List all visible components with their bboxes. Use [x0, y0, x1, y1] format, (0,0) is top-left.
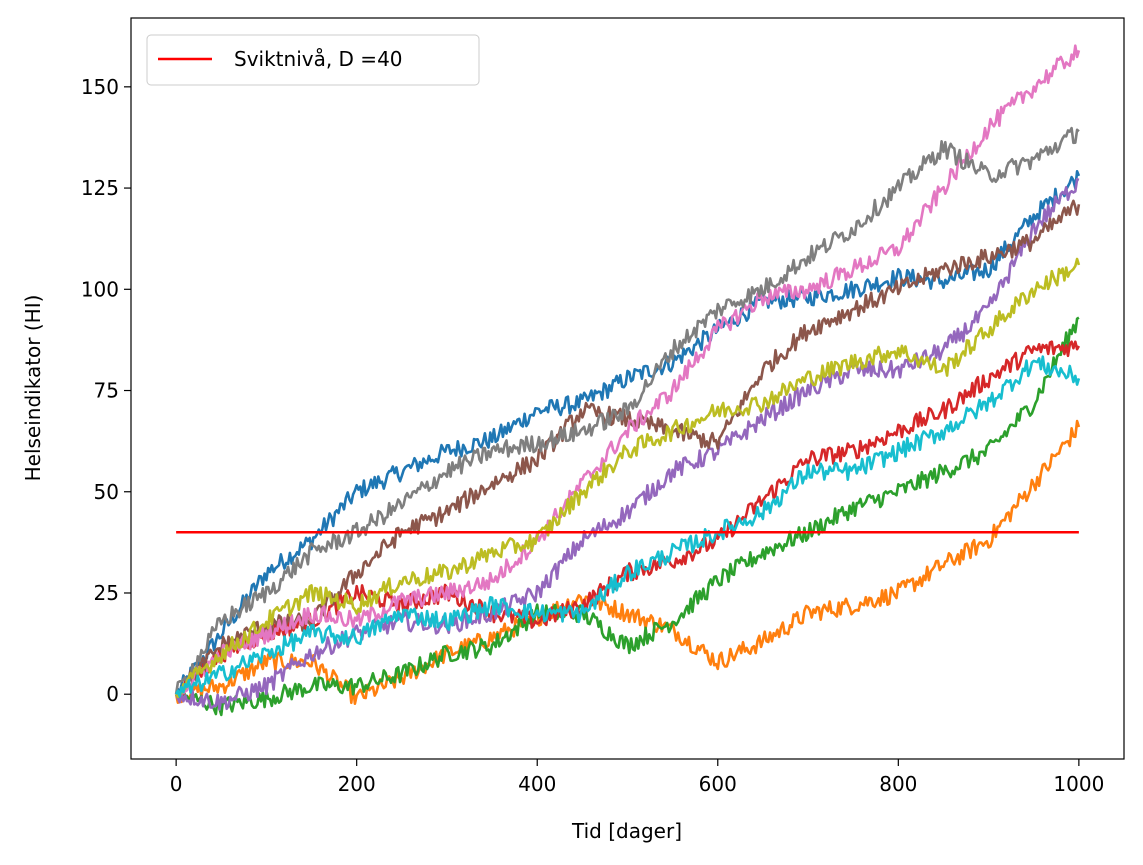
y-tick-label: 150: [81, 75, 119, 99]
plot-frame: [130, 17, 1125, 760]
series-line-1: [174, 170, 1081, 695]
x-tick-label: 400: [518, 772, 556, 796]
series-layer: [174, 44, 1081, 717]
series-line-10: [174, 355, 1081, 698]
series-line-6: [175, 199, 1081, 699]
x-tick-label: 1000: [1053, 772, 1104, 796]
x-tick-label: 200: [338, 772, 376, 796]
y-tick-label: 125: [81, 176, 119, 200]
y-tick-label: 50: [94, 480, 119, 504]
x-axis-label: Tid [dager]: [571, 819, 682, 843]
legend-box: [146, 34, 480, 86]
y-axis-label: Helseindikator (HI): [21, 295, 45, 482]
series-line-7: [175, 44, 1081, 696]
x-axis-ticks: 0 200 400 600 800 1000: [170, 759, 1104, 796]
series-line-3: [175, 316, 1080, 717]
legend-threshold-label: Sviktnivå, D =40: [234, 47, 403, 71]
legend: Sviktnivå, D =40: [146, 34, 480, 86]
x-tick-label: 600: [699, 772, 737, 796]
x-tick-label: 800: [879, 772, 917, 796]
series-line-9: [175, 257, 1081, 699]
y-tick-label: 25: [94, 581, 119, 605]
y-tick-label: 75: [94, 379, 119, 403]
y-axis-ticks: 0 25 50 75 100 125 150: [81, 75, 131, 706]
series-line-2: [174, 419, 1081, 705]
y-tick-label: 0: [106, 682, 119, 706]
series-line-8: [174, 126, 1080, 695]
x-tick-label: 0: [170, 772, 183, 796]
y-tick-label: 100: [81, 277, 119, 301]
